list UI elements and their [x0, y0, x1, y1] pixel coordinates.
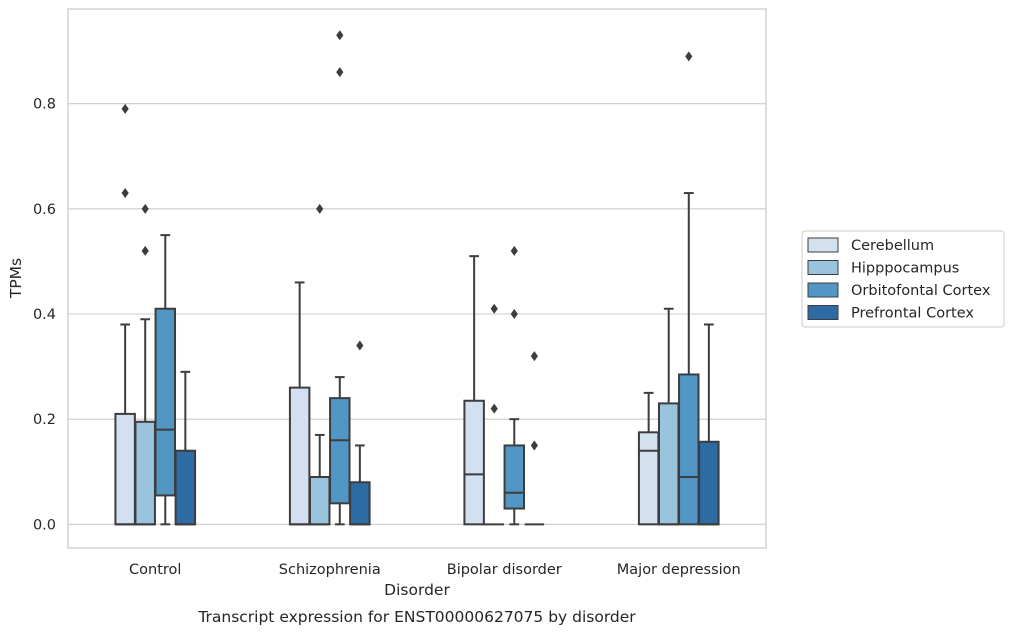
y-tick-label: 0.8: [33, 97, 56, 113]
box-iqr: [349, 481, 371, 526]
y-tick-label: 0.6: [33, 202, 56, 218]
outlier-point: [121, 188, 129, 199]
outlier-point: [141, 245, 149, 256]
legend-swatch: [807, 260, 839, 275]
box-iqr: [657, 402, 680, 526]
legend-label: Orbitofontal Cortex: [851, 283, 991, 299]
box-orbitofontal-cortex: [503, 245, 526, 526]
box-iqr: [174, 449, 197, 526]
legend-swatch: [807, 305, 839, 320]
x-tick-labels: Control Schizophrenia Bipolar disorder Majo…: [129, 562, 741, 578]
box-orbitofontal-cortex: [678, 51, 700, 526]
outlier-point: [316, 203, 324, 214]
box-iqr: [154, 307, 177, 497]
outlier-point: [490, 403, 498, 414]
outlier-point: [510, 245, 518, 256]
outlier-point: [530, 440, 538, 451]
box-prefrontal-cortex: [349, 340, 371, 526]
box-iqr: [308, 476, 331, 526]
box-iqr: [637, 431, 660, 526]
box-iqr: [463, 399, 485, 526]
y-tick-label: 0.4: [33, 307, 56, 323]
box-orbitofontal-cortex: [154, 234, 177, 526]
box-cerebellum: [114, 103, 136, 526]
y-tick-label: 0.2: [33, 412, 56, 428]
box-iqr: [698, 440, 720, 526]
legend-label: Prefrontal Cortex: [851, 306, 974, 322]
y-tick-label: 0.0: [33, 517, 56, 533]
outlier-point: [336, 67, 344, 78]
x-tick-label: Major depression: [617, 562, 741, 578]
outlier-point: [510, 308, 518, 319]
legend: Cerebellum Hipppocampus Orbitofontal Corte…: [801, 230, 1005, 328]
outlier-point: [121, 103, 129, 114]
outlier-point: [356, 340, 364, 351]
y-tick-labels: 0.0 0.2 0.4 0.6 0.8: [33, 97, 56, 534]
box-cerebellum: [288, 281, 311, 526]
legend-label: Cerebellum: [851, 238, 934, 254]
chart-title: Transcript expression for ENST0000062707…: [197, 608, 636, 626]
box-iqr: [329, 397, 351, 505]
x-axis-title: Disorder: [384, 581, 450, 599]
box-orbitofontal-cortex: [329, 30, 351, 526]
box-prefrontal-cortex: [698, 323, 720, 526]
box-hipppocampus: [308, 203, 331, 526]
box-iqr: [678, 373, 700, 526]
outlier-point: [530, 351, 538, 362]
box-iqr: [288, 386, 311, 526]
x-tick-label: Control: [129, 562, 181, 578]
x-tick-label: Bipolar disorder: [447, 562, 562, 578]
box-iqr: [134, 420, 156, 526]
plot-frame: [67, 8, 767, 549]
x-tick-label: Schizophrenia: [279, 562, 381, 578]
box-prefrontal-cortex: [174, 370, 197, 526]
legend-frame: [801, 230, 1005, 328]
box-hipppocampus: [657, 307, 680, 526]
box-series: [114, 30, 720, 526]
legend-label: Hipppocampus: [851, 261, 959, 277]
outlier-point: [141, 203, 149, 214]
outlier-point: [685, 51, 693, 62]
legend-swatch: [807, 237, 839, 253]
box-cerebellum: [463, 255, 485, 526]
outlier-point: [490, 303, 498, 314]
outlier-point: [336, 30, 344, 41]
box-prefrontal-cortex: [524, 351, 545, 526]
legend-swatch: [807, 282, 839, 298]
box-iqr: [114, 412, 136, 526]
box-hipppocampus: [484, 303, 504, 526]
y-axis-title: TPMs: [7, 258, 25, 299]
box-iqr: [503, 444, 526, 510]
